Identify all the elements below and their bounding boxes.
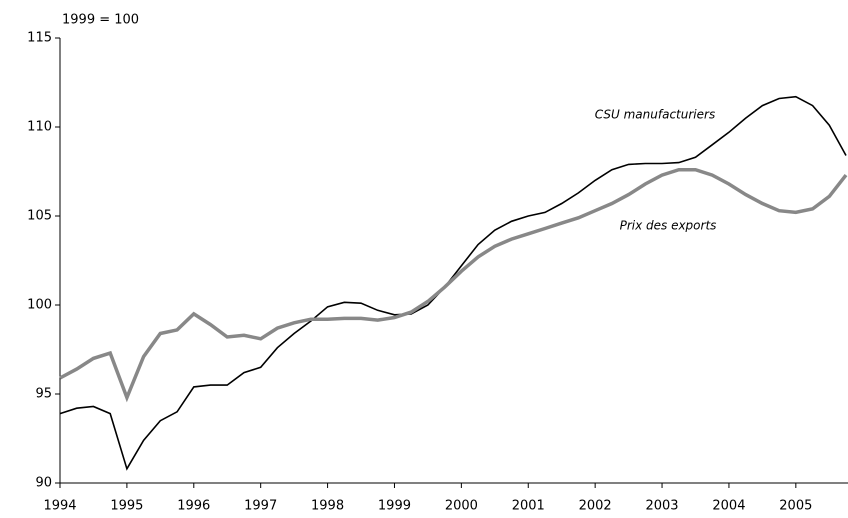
x-tick-label: 2005 bbox=[779, 499, 812, 514]
series-line bbox=[59, 167, 848, 403]
x-tick-label: 1998 bbox=[311, 499, 344, 514]
x-tick-label: 1999 bbox=[378, 499, 411, 514]
x-tick-label: 2000 bbox=[445, 499, 478, 514]
x-tick-label: 1997 bbox=[244, 499, 277, 514]
y-tick-label: 115 bbox=[27, 31, 52, 46]
series-label: CSU manufacturiers bbox=[595, 108, 715, 122]
x-tick-label: 1995 bbox=[110, 499, 143, 514]
y-tick-label: 110 bbox=[27, 120, 52, 135]
x-tick-label: 1996 bbox=[177, 499, 210, 514]
x-tick-label: 2002 bbox=[579, 499, 612, 514]
y-tick-label: 105 bbox=[27, 209, 52, 224]
series-line bbox=[59, 95, 847, 471]
x-tick-label: 2004 bbox=[712, 499, 745, 514]
x-tick-label: 1994 bbox=[43, 499, 76, 514]
x-tick-label: 2003 bbox=[645, 499, 678, 514]
series-label: Prix des exports bbox=[620, 219, 717, 233]
y-tick-label: 90 bbox=[35, 476, 52, 491]
y-tick-label: 95 bbox=[35, 387, 52, 402]
y-tick-label: 100 bbox=[27, 298, 52, 313]
chart-subtitle: 1999 = 100 bbox=[62, 13, 139, 28]
x-tick-label: 2001 bbox=[512, 499, 545, 514]
